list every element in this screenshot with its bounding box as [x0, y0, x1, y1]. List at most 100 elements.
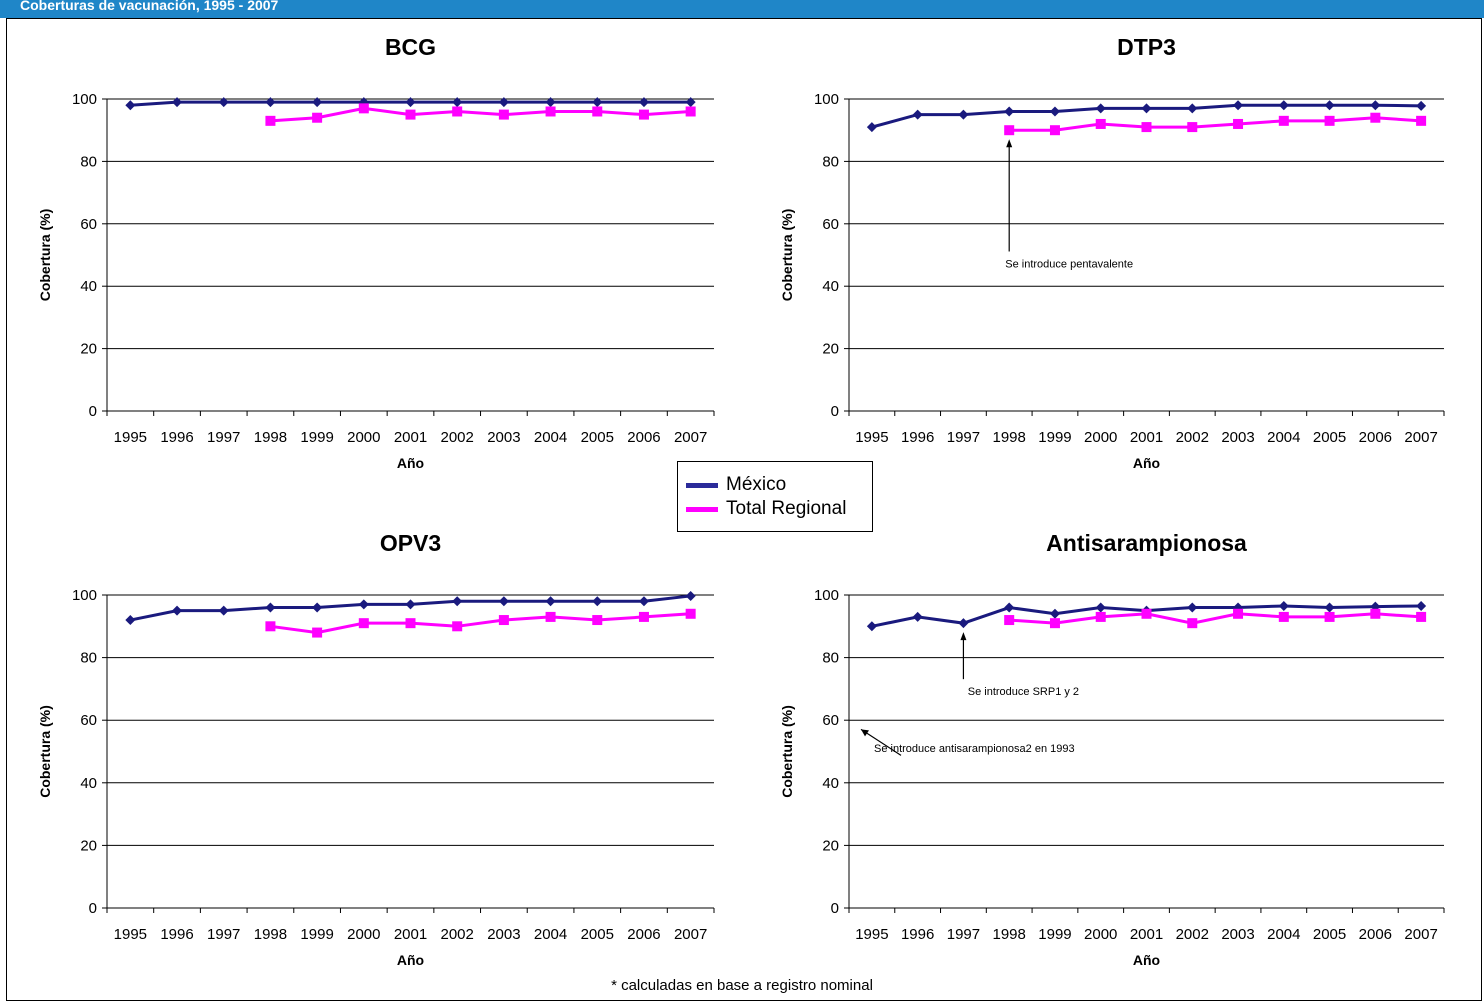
- x-tick-label: 2002: [1176, 429, 1209, 446]
- data-point-total-regional: [405, 109, 416, 120]
- data-point-mexico: [312, 602, 323, 613]
- y-tick-label: 80: [822, 153, 839, 170]
- legend-swatch-total-regional: [686, 506, 718, 512]
- data-point-total-regional: [1278, 611, 1289, 622]
- x-tick-label: 2005: [1313, 926, 1346, 943]
- data-point-mexico: [405, 97, 416, 108]
- x-axis-label: Año: [397, 455, 424, 471]
- y-tick-label: 80: [822, 650, 839, 667]
- series-line-total-regional: [1009, 116, 1422, 132]
- y-axis-label: Cobertura (%): [779, 209, 795, 302]
- y-tick-label: 40: [80, 278, 97, 295]
- data-point-total-regional: [1324, 611, 1335, 622]
- x-tick-label: 1996: [901, 926, 934, 943]
- x-tick-label: 1999: [300, 429, 333, 446]
- x-tick-label: 2002: [441, 429, 474, 446]
- y-tick-label: 0: [89, 403, 97, 420]
- footnote: * calculadas en base a registro nominal: [611, 977, 873, 994]
- data-point-total-regional: [1324, 115, 1335, 126]
- data-point-mexico: [218, 97, 229, 108]
- data-point-total-regional: [545, 106, 556, 117]
- x-tick-label: 2005: [581, 429, 614, 446]
- data-point-mexico: [1049, 608, 1060, 619]
- data-point-mexico: [912, 109, 923, 120]
- data-point-mexico: [958, 618, 969, 629]
- x-tick-label: 2004: [1267, 429, 1300, 446]
- data-point-mexico: [125, 100, 136, 111]
- legend: México Total Regional: [677, 461, 873, 532]
- data-point-total-regional: [498, 109, 509, 120]
- x-tick-label: 1999: [1038, 429, 1071, 446]
- x-axis-label: Año: [397, 952, 424, 968]
- x-axis-label: Año: [1133, 455, 1160, 471]
- x-tick-label: 2001: [394, 926, 427, 943]
- chart-antisarampionosa: Antisarampionosa 0 20 40 60 80 100 1995 1996 1997…: [779, 530, 1445, 968]
- x-tick-label: 2004: [534, 926, 567, 943]
- x-tick-label: 1995: [855, 429, 888, 446]
- x-tick-label: 2002: [1176, 926, 1209, 943]
- y-axis-label: Cobertura (%): [37, 705, 53, 798]
- data-point-mexico: [545, 97, 556, 108]
- plot-area: [844, 98, 1445, 416]
- data-point-total-regional: [358, 618, 369, 629]
- data-point-total-regional: [1141, 608, 1152, 619]
- data-point-mexico: [358, 599, 369, 610]
- chart-opv3: OPV3 0 20 40 60 80 100 1995 1996 1997 1998 1999 2000…: [37, 530, 715, 968]
- x-tick-label: 1998: [993, 429, 1026, 446]
- annotation-label: Se introduce pentavalente: [1005, 258, 1133, 270]
- data-point-mexico: [1278, 100, 1289, 111]
- x-tick-label: 2000: [347, 429, 380, 446]
- legend-item-total-regional: Total Regional: [686, 498, 846, 520]
- data-point-mexico: [172, 97, 183, 108]
- y-tick-label: 60: [822, 712, 839, 729]
- y-tick-label: 100: [72, 587, 97, 604]
- data-point-mexico: [1187, 602, 1198, 613]
- x-tick-label: 2004: [1267, 926, 1300, 943]
- data-point-mexico: [1278, 600, 1289, 611]
- x-tick-label: 1997: [207, 926, 240, 943]
- data-point-mexico: [592, 97, 603, 108]
- y-tick-label: 60: [822, 216, 839, 233]
- annotation-label: Se introduce antisarampionosa2 en 1993: [874, 743, 1075, 755]
- data-point-mexico: [866, 122, 877, 133]
- y-axis-label: Cobertura (%): [779, 705, 795, 798]
- x-tick-label: 1995: [114, 926, 147, 943]
- data-point-total-regional: [498, 615, 509, 626]
- data-point-total-regional: [685, 608, 696, 619]
- data-point-total-regional: [638, 109, 649, 120]
- chart-title: BCG: [385, 34, 436, 60]
- data-point-mexico: [545, 596, 556, 607]
- y-tick-label: 100: [72, 91, 97, 108]
- header-bar: Coberturas de vacunación, 1995 - 2007: [0, 0, 1484, 18]
- x-tick-label: 2001: [1130, 429, 1163, 446]
- x-tick-label: 1997: [207, 429, 240, 446]
- x-tick-label: 2007: [1404, 926, 1437, 943]
- chart-title: OPV3: [380, 530, 441, 556]
- data-point-total-regional: [312, 627, 323, 638]
- x-tick-label: 2007: [674, 926, 707, 943]
- data-point-total-regional: [1416, 611, 1427, 622]
- data-point-total-regional: [1187, 618, 1198, 629]
- x-tick-label: 2005: [581, 926, 614, 943]
- data-point-total-regional: [1370, 608, 1381, 619]
- data-point-total-regional: [1095, 118, 1106, 129]
- chart-bcg: BCG 0 20 40 60 80 100 1995 1996 1997 1998 1999 2000 2…: [37, 34, 715, 471]
- annotation-label: Se introduce SRP1 y 2: [968, 686, 1079, 698]
- x-tick-label: 1998: [254, 926, 287, 943]
- data-point-mexico: [1187, 103, 1198, 114]
- y-tick-label: 0: [89, 900, 97, 917]
- x-tick-label: 2006: [1359, 429, 1392, 446]
- series-line-total-regional: [1009, 612, 1422, 625]
- data-point-mexico: [685, 97, 696, 108]
- data-point-mexico: [1049, 106, 1060, 117]
- x-tick-label: 2001: [1130, 926, 1163, 943]
- plot-area: [102, 97, 715, 416]
- data-point-mexico: [912, 611, 923, 622]
- data-point-mexico: [1004, 106, 1015, 117]
- data-point-mexico: [1233, 100, 1244, 111]
- data-point-total-regional: [1095, 611, 1106, 622]
- y-tick-label: 20: [80, 341, 97, 358]
- y-tick-label: 100: [814, 587, 839, 604]
- data-point-mexico: [312, 97, 323, 108]
- data-point-mexico: [638, 97, 649, 108]
